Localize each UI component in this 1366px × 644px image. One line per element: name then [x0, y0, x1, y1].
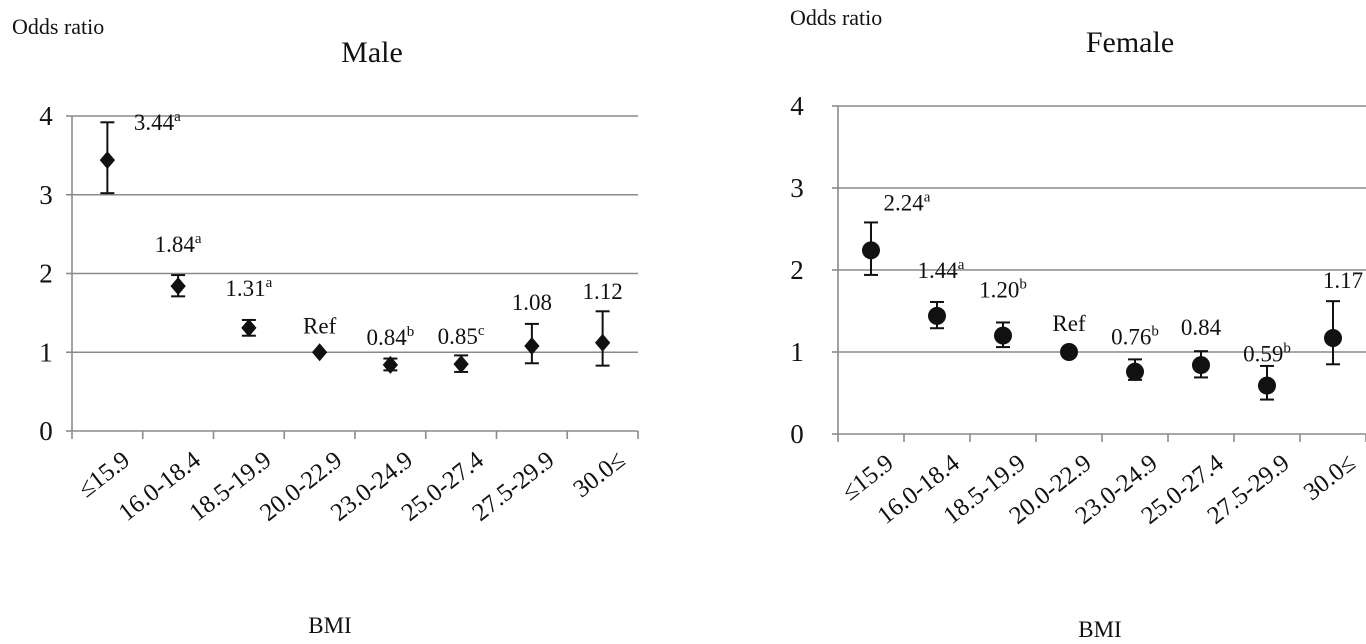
data-point-circle [1060, 343, 1078, 361]
data-point-circle [1192, 356, 1210, 375]
chart-title: Female [1086, 26, 1174, 59]
data-label: 0.59b [1243, 341, 1291, 367]
data-point-circle [1324, 329, 1342, 348]
data-label: 0.85c [438, 323, 485, 349]
data-point-diamond [382, 355, 399, 374]
x-tick-label: ≤15.9 [73, 446, 135, 503]
data-label: 0.76b [1111, 324, 1159, 350]
data-label-superscript: b [1283, 341, 1291, 357]
x-tick-label: 30.0≤ [1299, 449, 1361, 506]
data-point-circle [862, 241, 880, 260]
y-tick-label: 4 [39, 101, 53, 131]
data-label: 1.08 [512, 290, 552, 315]
data-label-superscript: a [174, 109, 181, 125]
data-label-value: 0.84 [367, 325, 408, 350]
x-axis-label: BMI [1078, 617, 1121, 642]
data-label: 0.84 [1181, 315, 1222, 340]
data-label-value: 0.76 [1111, 325, 1151, 350]
data-label-value: 1.08 [512, 290, 552, 315]
y-tick-label: 2 [39, 259, 53, 289]
data-label-value: Ref [303, 313, 337, 338]
data-label: 1.12 [583, 279, 623, 304]
data-label: 1.17 [1323, 268, 1363, 293]
data-label-value: 0.84 [1181, 315, 1222, 340]
data-label-superscript: b [407, 324, 415, 340]
data-label: 1.31a [225, 275, 272, 301]
data-point-circle [928, 306, 946, 325]
y-axis-label: Odds ratio [12, 14, 104, 39]
data-label-superscript: a [266, 275, 273, 291]
data-point-diamond [241, 318, 257, 337]
data-label: Ref [1052, 311, 1086, 336]
y-tick-label: 4 [790, 91, 804, 121]
data-point-diamond [99, 151, 116, 170]
data-point-circle [1258, 376, 1276, 395]
data-label-value: 3.44 [134, 110, 175, 135]
data-label-superscript: a [924, 189, 931, 205]
data-label: 1.44a [918, 257, 965, 283]
data-label-superscript: a [958, 257, 965, 273]
data-label-value: 2.24 [884, 190, 925, 215]
y-tick-label: 1 [790, 337, 804, 367]
chart-title: Male [341, 36, 403, 69]
data-label-value: 1.44 [918, 258, 959, 283]
x-axis-label: BMI [308, 613, 351, 638]
female-chart: Odds ratioFemale01234≤15.916.0-18.418.5-… [790, 5, 1366, 642]
data-point-diamond [453, 355, 469, 374]
data-point-circle [994, 326, 1012, 345]
y-tick-label: 3 [790, 173, 804, 203]
data-label: 1.20b [979, 277, 1027, 303]
male-chart: Odds ratioMale01234≤15.916.0-18.418.5-19… [12, 14, 639, 638]
y-tick-label: 1 [39, 337, 53, 367]
data-label-value: 0.59 [1243, 342, 1283, 367]
data-label: 0.84b [367, 324, 415, 350]
data-label-value: Ref [1052, 311, 1086, 336]
data-label-value: 1.84 [155, 232, 196, 257]
data-label-superscript: b [1019, 277, 1027, 293]
data-label: 3.44a [134, 109, 181, 135]
y-tick-label: 2 [790, 255, 804, 285]
data-point-circle [1126, 362, 1144, 381]
y-axis-label: Odds ratio [790, 5, 882, 30]
data-label: 2.24a [884, 189, 931, 215]
x-tick-label: 30.0≤ [568, 446, 630, 503]
data-label-superscript: c [478, 323, 485, 339]
data-label-superscript: b [1151, 324, 1159, 340]
data-label-value: 1.17 [1323, 268, 1363, 293]
y-tick-label: 3 [39, 180, 53, 210]
y-tick-label: 0 [39, 416, 53, 446]
y-tick-label: 0 [790, 419, 804, 449]
data-label: 1.84a [155, 231, 202, 257]
data-label: Ref [303, 313, 337, 338]
data-label-value: 1.20 [979, 278, 1019, 303]
data-point-diamond [311, 343, 328, 362]
data-label-superscript: a [195, 231, 202, 247]
data-label-value: 1.12 [583, 279, 623, 304]
data-point-diamond [170, 277, 186, 296]
data-point-diamond [594, 333, 611, 352]
data-label-value: 1.31 [225, 276, 265, 301]
data-label-value: 0.85 [438, 324, 478, 349]
data-point-diamond [524, 336, 540, 355]
